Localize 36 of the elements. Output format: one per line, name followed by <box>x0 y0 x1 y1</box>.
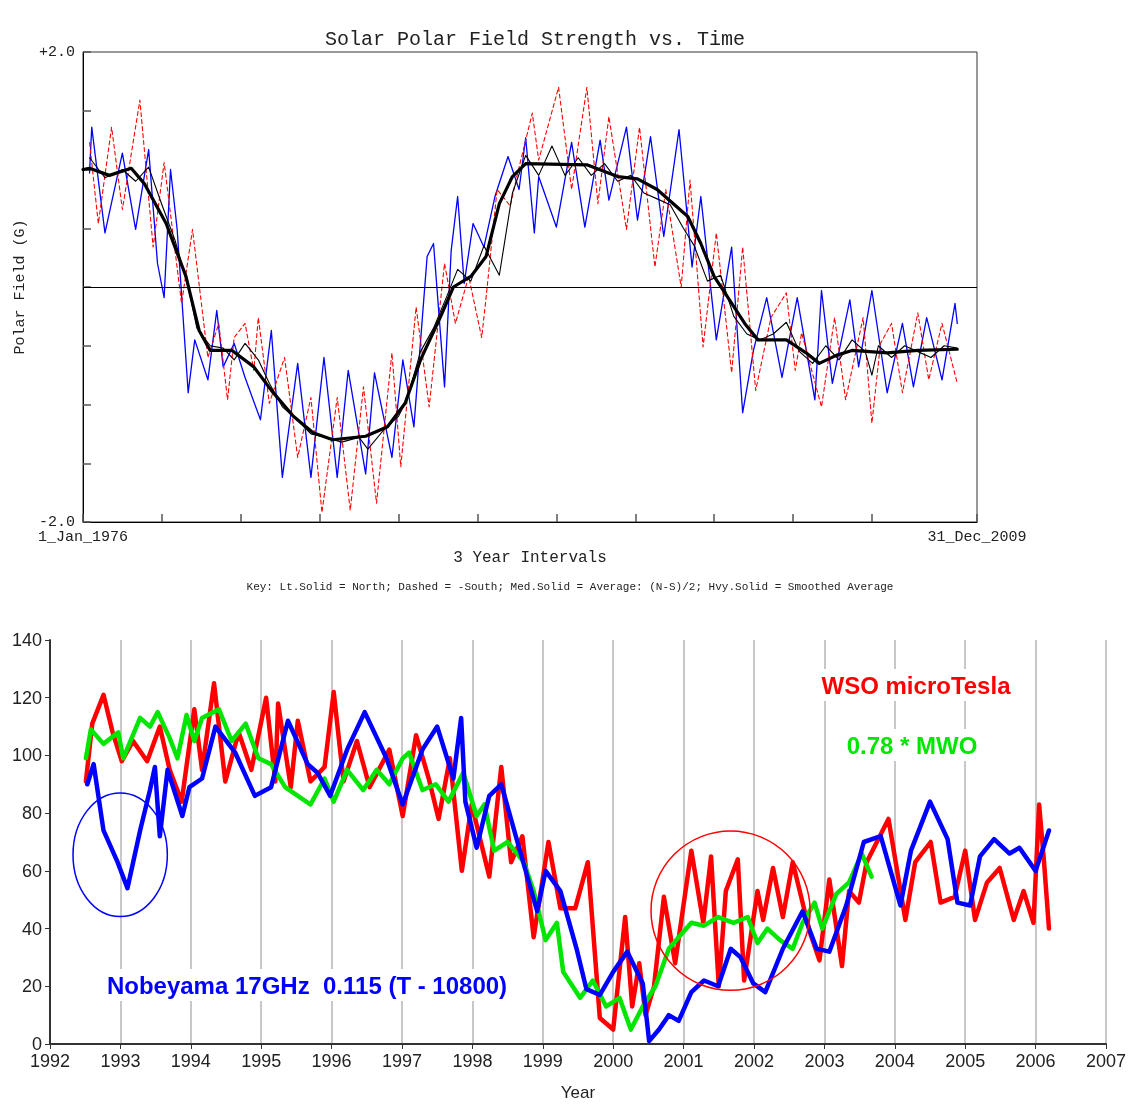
text: Key: Lt.Solid = North; Dashed = -South; Med.Solid = Average: (N-S)/2; Hvy.Solid = Smoothed Average <box>246 580 894 593</box>
x-axis-title: 3 Year Intervals <box>453 548 607 567</box>
text: WSO microTesla <box>821 671 1012 699</box>
x-tick-label: 1992 <box>29 1051 71 1071</box>
x-tick-label: 2005 <box>945 1051 986 1071</box>
y-tick-label: 80 <box>21 803 42 824</box>
x-tick-label: 2000 <box>593 1051 634 1071</box>
x-tick-label: 2007 <box>1085 1051 1127 1071</box>
x-tick-label: 2001 <box>663 1051 704 1071</box>
x-tick-label: 2002 <box>733 1051 775 1071</box>
x-tick-label: 2003 <box>804 1051 845 1071</box>
y-tick-label: +2.0 <box>38 43 75 61</box>
y-tick-label: 40 <box>21 918 42 939</box>
y-tick-label: -2.0 <box>38 513 75 531</box>
x-tick-label: 1994 <box>170 1051 211 1071</box>
x-tick-label: 1996 <box>311 1051 352 1071</box>
x-tick-label: 1997 <box>381 1051 423 1071</box>
chart-title: Solar Polar Field Strength vs. Time <box>324 27 746 51</box>
y-tick-label: 0 <box>31 1034 42 1054</box>
x-tick-label: 1998 <box>452 1051 493 1071</box>
x-tick-label: 2006 <box>1015 1051 1056 1071</box>
x-tick-label: 1993 <box>100 1051 141 1071</box>
x-tick-label: 1999 <box>522 1051 563 1071</box>
y-tick-label: 20 <box>21 976 42 997</box>
x-tick-label: 2004 <box>874 1051 915 1071</box>
y-tick-label: 100 <box>11 745 42 766</box>
x-tick-label: 31_Dec_2009 <box>927 529 1027 546</box>
x-tick-label: 1995 <box>241 1051 282 1071</box>
text: 0.78 * MWO <box>846 731 978 759</box>
x-tick-label: 1_Jan_1976 <box>37 529 129 546</box>
y-tick-label: 120 <box>11 687 42 708</box>
y-tick-label: 60 <box>21 860 42 881</box>
y-tick-label: 140 <box>11 630 42 650</box>
text: Nobeyama 17GHz 0.115 (T - 10800) <box>106 971 508 999</box>
x-axis-title: Year <box>560 1083 596 1102</box>
y-axis-title: Polar Field (G) <box>12 219 30 355</box>
